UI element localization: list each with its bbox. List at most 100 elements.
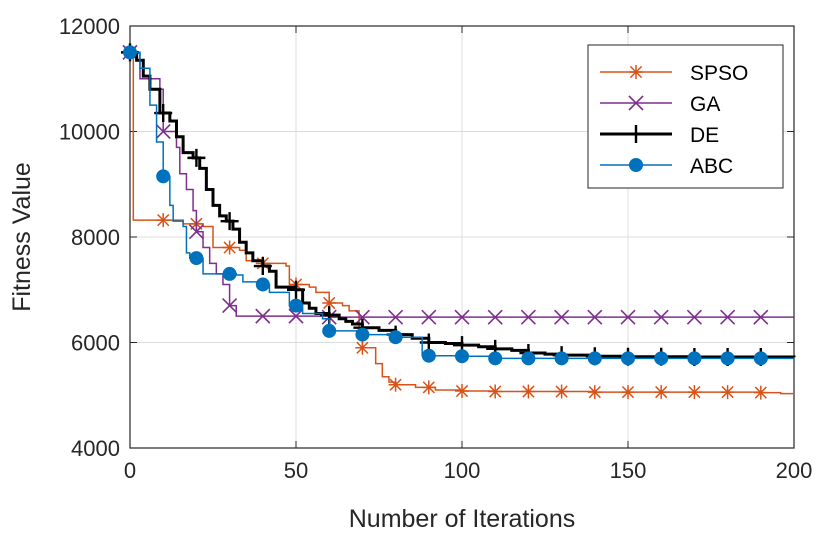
series-layer xyxy=(121,43,796,400)
marker-spso-1 xyxy=(156,213,171,228)
marker-abc-2-shape xyxy=(189,251,204,266)
marker-abc-5 xyxy=(289,298,303,313)
marker-ga-14-shape xyxy=(587,309,603,325)
legend-label-abc: ABC xyxy=(690,155,733,178)
marker-spso-19-shape xyxy=(753,385,768,400)
legend-box xyxy=(587,44,784,189)
series-markers-ga xyxy=(122,44,769,325)
legend-marker-abc xyxy=(629,158,643,172)
marker-abc-19-shape xyxy=(753,351,768,366)
marker-abc-1-shape xyxy=(156,169,171,184)
marker-abc-14 xyxy=(587,351,602,366)
marker-spso-7 xyxy=(355,340,370,355)
legend-entry-spso: SPSO xyxy=(600,62,748,85)
marker-spso-6 xyxy=(322,295,337,310)
marker-abc-2 xyxy=(189,251,204,266)
marker-ga-16-shape xyxy=(653,309,669,325)
marker-spso-11-shape xyxy=(488,384,503,399)
legend-entries: SPSO GA DE ABC xyxy=(600,62,748,178)
marker-ga-11-shape xyxy=(487,309,503,325)
marker-ga-9 xyxy=(421,309,437,325)
legend-marker-abc-shape xyxy=(629,158,643,172)
marker-abc-6-shape xyxy=(322,323,337,338)
marker-abc-4 xyxy=(255,277,270,292)
marker-abc-4-shape xyxy=(255,277,270,292)
marker-abc-11-shape xyxy=(488,351,503,366)
marker-abc-17-shape xyxy=(687,351,702,366)
marker-spso-16-shape xyxy=(654,385,669,400)
marker-ga-4 xyxy=(255,308,271,324)
series-line-de xyxy=(130,50,796,359)
marker-ga-13 xyxy=(554,309,570,325)
marker-spso-15 xyxy=(621,385,635,400)
marker-de-4-shape xyxy=(253,257,272,276)
marker-spso-8 xyxy=(388,377,403,392)
marker-spso-14 xyxy=(587,385,602,400)
marker-spso-17-shape xyxy=(687,385,702,400)
x-tick-label-3: 150 xyxy=(610,458,647,483)
marker-abc-3-shape xyxy=(222,266,237,281)
y-tick-labels: 4000 6000 8000 10000 12000 xyxy=(59,14,120,461)
marker-spso-8-shape xyxy=(388,377,403,392)
marker-spso-16 xyxy=(654,385,669,400)
legend-marker-de-shape xyxy=(627,125,645,143)
y-tick-label-0: 4000 xyxy=(71,436,120,461)
marker-ga-15 xyxy=(620,309,636,325)
marker-abc-0-shape xyxy=(123,45,137,60)
marker-spso-9 xyxy=(421,380,436,395)
marker-abc-10 xyxy=(455,349,469,364)
marker-abc-16-shape xyxy=(654,351,669,366)
marker-ga-1 xyxy=(155,123,171,140)
series-line-ga xyxy=(130,51,794,318)
marker-ga-9-shape xyxy=(421,309,437,325)
marker-spso-13-shape xyxy=(554,384,569,399)
x-tick-label-1: 50 xyxy=(284,458,308,483)
marker-ga-3 xyxy=(222,298,238,314)
series-markers-abc xyxy=(123,45,768,366)
marker-ga-8-shape xyxy=(388,309,404,325)
marker-spso-3 xyxy=(222,240,237,255)
legend-label-de: DE xyxy=(690,124,719,147)
axis-ticks xyxy=(129,25,795,449)
series-ga xyxy=(122,44,794,325)
marker-abc-10-shape xyxy=(455,349,469,364)
marker-ga-16 xyxy=(653,309,669,325)
marker-spso-10 xyxy=(455,384,469,399)
legend: SPSO GA DE ABC xyxy=(587,44,784,189)
legend-entry-ga: GA xyxy=(600,93,720,116)
marker-spso-9-shape xyxy=(421,380,436,395)
x-axis-label: Number of Iterations xyxy=(349,505,576,533)
series-abc xyxy=(123,45,794,366)
marker-ga-4-shape xyxy=(255,308,271,324)
legend-label-ga: GA xyxy=(690,93,720,116)
marker-spso-12-shape xyxy=(521,384,536,399)
marker-ga-2-shape xyxy=(188,224,204,240)
marker-abc-8-shape xyxy=(388,330,403,345)
marker-spso-6-shape xyxy=(322,295,337,310)
legend-entry-de: DE xyxy=(600,124,719,147)
marker-abc-18-shape xyxy=(720,351,735,366)
legend-marker-spso xyxy=(629,65,643,79)
marker-abc-16 xyxy=(654,351,669,366)
marker-spso-13 xyxy=(554,384,569,399)
marker-abc-3 xyxy=(222,266,237,281)
marker-de-2 xyxy=(187,148,206,167)
marker-ga-17-shape xyxy=(686,309,702,325)
marker-spso-11 xyxy=(488,384,503,399)
marker-abc-12 xyxy=(521,351,536,366)
marker-ga-12 xyxy=(520,309,536,325)
marker-abc-0 xyxy=(123,45,137,60)
marker-spso-15-shape xyxy=(621,385,635,400)
marker-ga-18 xyxy=(720,309,736,325)
marker-abc-6 xyxy=(322,323,337,338)
marker-spso-17 xyxy=(687,385,702,400)
marker-abc-15 xyxy=(621,351,635,366)
marker-de-3 xyxy=(220,212,239,231)
marker-ga-12-shape xyxy=(520,309,536,325)
x-tick-labels: 0 50 100 150 200 xyxy=(124,458,812,483)
marker-abc-12-shape xyxy=(521,351,536,366)
marker-ga-2 xyxy=(188,224,204,240)
marker-spso-19 xyxy=(753,385,768,400)
marker-de-4 xyxy=(253,257,272,276)
